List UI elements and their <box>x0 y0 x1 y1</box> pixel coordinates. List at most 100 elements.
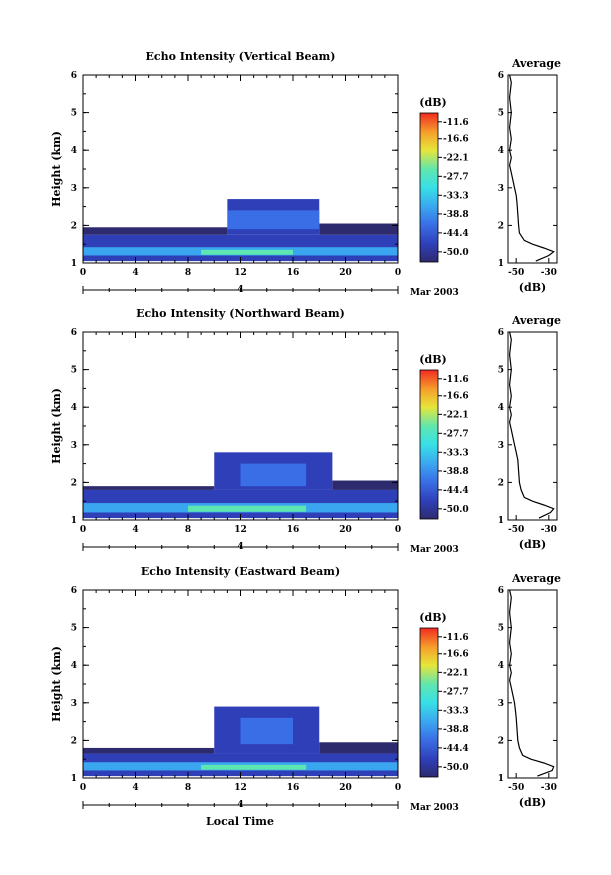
y-tick-label: 6 <box>71 328 77 338</box>
y-axis-label: Height (km) <box>50 131 63 207</box>
echo-region <box>201 249 293 255</box>
y-tick-label: 3 <box>71 441 77 451</box>
y-tick-label: 1 <box>71 774 77 784</box>
x-tick-label: 8 <box>185 525 191 535</box>
colorbar <box>419 112 439 263</box>
colorbar-tick-label: -50.0 <box>443 248 469 258</box>
average-x-tick-label: -50 <box>508 783 524 793</box>
y-tick-label: 4 <box>71 403 77 413</box>
heatmap-panel-3: Echo Intensity (Eastward Beam)123456Heig… <box>50 565 561 813</box>
echo-region <box>240 463 307 487</box>
echo-region <box>332 480 398 490</box>
colorbar-tick-label: -16.6 <box>443 650 469 660</box>
echo-region <box>83 227 228 235</box>
y-tick-label: 4 <box>71 661 77 671</box>
colorbar-tick-label: -11.6 <box>443 633 469 643</box>
x-tick-label: 20 <box>339 525 352 535</box>
x-axis-label: Local Time <box>206 815 274 828</box>
average-y-tick-label: 6 <box>498 586 504 596</box>
colorbar-tick-label: -27.7 <box>443 172 469 182</box>
colorbar-tick-label: -16.6 <box>443 135 469 145</box>
average-x-label: (dB) <box>519 538 546 551</box>
echo-region <box>83 747 215 754</box>
average-x-label: (dB) <box>519 281 546 294</box>
colorbar-tick-label: -38.8 <box>443 467 469 477</box>
x-tick-label: 16 <box>287 268 300 278</box>
average-y-tick-label: 5 <box>498 109 504 119</box>
echo-region <box>188 505 307 512</box>
echo-region <box>201 764 307 770</box>
colorbar-tick-label: -16.6 <box>443 392 469 402</box>
y-tick-label: 1 <box>71 259 77 269</box>
average-x-tick-label: -30 <box>541 783 557 793</box>
x-tick-label: 12 <box>234 525 247 535</box>
panel-title: Echo Intensity (Northward Beam) <box>136 307 345 320</box>
y-tick-label: 5 <box>71 366 77 376</box>
average-y-tick-label: 2 <box>498 221 504 231</box>
x-tick-label: 4 <box>132 268 138 278</box>
average-y-tick-label: 3 <box>498 441 504 451</box>
panel-title: Echo Intensity (Vertical Beam) <box>145 50 335 63</box>
colorbar-tick-label: -33.3 <box>443 448 469 458</box>
colorbar-tick-label: -33.3 <box>443 191 469 201</box>
average-profile-line <box>508 74 555 262</box>
x-tick-label: 4 <box>132 783 138 793</box>
colorbar-tick-label: -22.1 <box>443 668 469 678</box>
echo-region <box>227 210 320 230</box>
x-tick-label: 12 <box>234 783 247 793</box>
colorbar-tick-label: -50.0 <box>443 763 469 773</box>
average-frame <box>507 589 558 779</box>
average-y-tick-label: 4 <box>498 146 504 156</box>
x-tick-label: 20 <box>339 268 352 278</box>
echo-region <box>83 486 215 490</box>
x-tick-label: 16 <box>287 525 300 535</box>
average-x-tick-label: -50 <box>508 525 524 535</box>
x-tick-label: 12 <box>234 268 247 278</box>
colorbar-tick-label: -22.1 <box>443 153 469 163</box>
average-y-tick-label: 5 <box>498 624 504 634</box>
y-tick-label: 1 <box>71 516 77 526</box>
colorbar-unit: (dB) <box>419 96 446 109</box>
colorbar-tick-label: -38.8 <box>443 210 469 220</box>
average-y-tick-label: 1 <box>498 516 504 526</box>
colorbar-tick-label: -33.3 <box>443 706 469 716</box>
x-tick-label: 0 <box>395 525 401 535</box>
x-tick-label: 16 <box>287 783 300 793</box>
date-label: Mar 2003 <box>410 288 459 298</box>
average-y-tick-label: 4 <box>498 403 504 413</box>
average-y-tick-label: 6 <box>498 71 504 81</box>
heatmap-panel-2: Echo Intensity (Northward Beam)123456Hei… <box>50 307 561 555</box>
colorbar-tick-label: -38.8 <box>443 725 469 735</box>
y-tick-label: 3 <box>71 184 77 194</box>
y-tick-label: 4 <box>71 146 77 156</box>
x-tick-label: 8 <box>185 268 191 278</box>
y-tick-label: 2 <box>71 736 77 746</box>
colorbar-tick-label: -44.4 <box>443 486 469 496</box>
average-x-label: (dB) <box>519 796 546 809</box>
colorbar-tick-label: -27.7 <box>443 687 469 697</box>
echo-region <box>240 717 293 745</box>
heatmap-panel-1: Echo Intensity (Vertical Beam)123456Heig… <box>50 50 561 298</box>
average-frame <box>507 331 558 521</box>
average-y-tick-label: 6 <box>498 328 504 338</box>
day-label: 4 <box>237 285 243 295</box>
average-profile-line <box>508 589 555 777</box>
x-tick-label: 0 <box>395 783 401 793</box>
average-y-tick-label: 3 <box>498 699 504 709</box>
date-label: Mar 2003 <box>410 545 459 555</box>
colorbar <box>419 627 439 778</box>
echo-region <box>319 742 398 754</box>
x-tick-label: 0 <box>80 525 86 535</box>
average-title: Average <box>511 57 561 70</box>
average-y-tick-label: 3 <box>498 184 504 194</box>
colorbar-tick-label: -22.1 <box>443 410 469 420</box>
day-label: 4 <box>237 800 243 810</box>
colorbar-tick-label: -50.0 <box>443 505 469 515</box>
average-frame <box>507 74 558 264</box>
average-y-tick-label: 5 <box>498 366 504 376</box>
x-tick-label: 0 <box>395 268 401 278</box>
y-tick-label: 2 <box>71 478 77 488</box>
y-tick-label: 5 <box>71 624 77 634</box>
y-axis-label: Height (km) <box>50 388 63 464</box>
average-profile-line <box>508 331 555 519</box>
